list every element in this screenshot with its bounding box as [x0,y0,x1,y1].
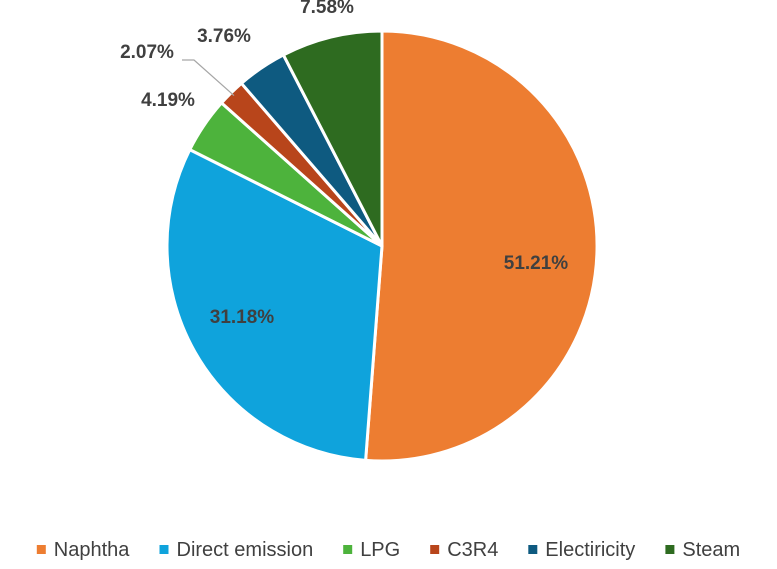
legend-swatch-naphtha [36,545,46,554]
leader-line-c3r4 [182,59,235,97]
legend-item-naphtha: Naphtha [36,539,130,561]
legend-swatch-direct-emission [159,545,169,554]
data-labels: 51.21% 31.18% 4.19% 2.07% 3.76% 7.58% [120,0,568,328]
legend: Naphtha Direct emission LPG C3R4 Electiricit… [36,539,740,561]
legend-label-steam: Steam [682,539,740,561]
legend-swatch-c3r4 [430,545,440,554]
data-label-lpg: 4.19% [141,90,195,111]
data-label-electiricity: 3.76% [197,26,251,47]
legend-label-c3r4: C3R4 [447,539,498,561]
data-label-naphtha: 51.21% [504,253,569,274]
data-label-c3r4: 2.07% [120,42,174,63]
legend-label-electiricity: Electiricity [545,539,635,561]
legend-swatch-lpg [343,545,353,554]
data-label-direct-emission: 31.18% [210,307,275,328]
pie-slice-naphtha [364,29,599,463]
leader-lines [182,59,235,97]
legend-swatch-steam [665,545,675,554]
legend-item-direct-emission: Direct emission [159,539,314,561]
legend-swatch-electiricity [528,545,538,554]
legend-item-steam: Steam [665,539,740,561]
pie-slices [165,29,599,463]
data-label-steam: 7.58% [300,0,354,18]
legend-item-lpg: LPG [343,539,400,561]
legend-label-naphtha: Naphtha [54,539,130,561]
legend-label-lpg: LPG [360,539,400,561]
pie-slice-direct-emission [165,148,384,462]
legend-item-c3r4: C3R4 [430,539,498,561]
legend-item-electiricity: Electiricity [528,539,635,561]
pie-slice-steam [281,29,384,248]
legend-label-direct-emission: Direct emission [177,539,314,561]
